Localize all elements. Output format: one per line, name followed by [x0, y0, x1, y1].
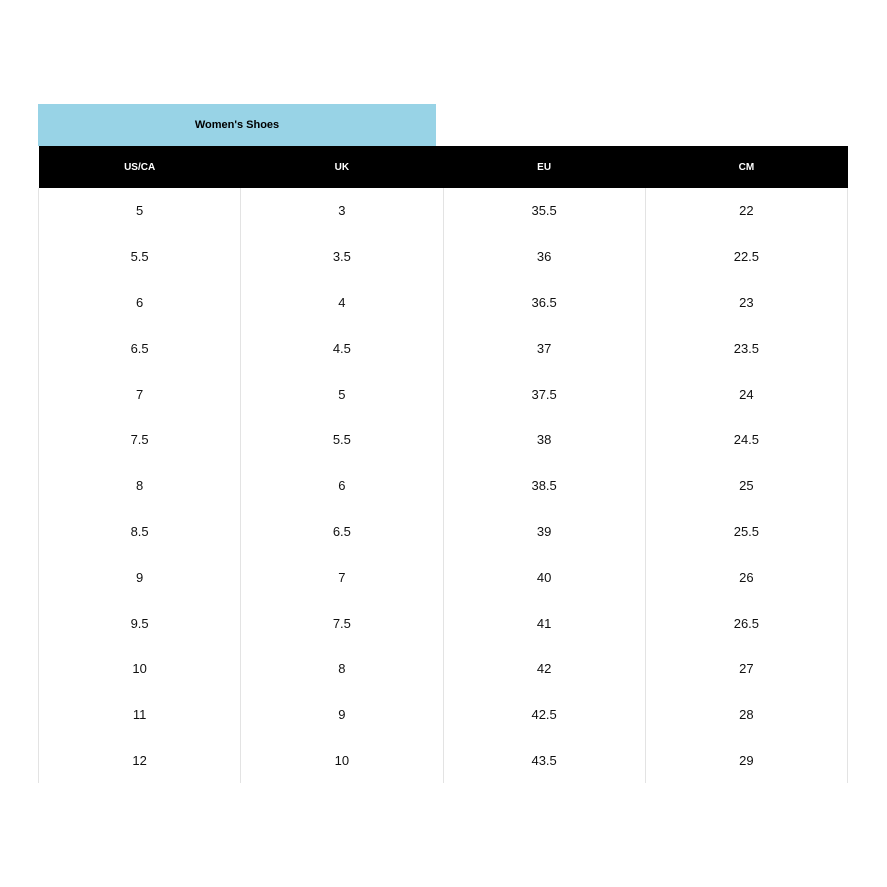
table-cell: 9.5 — [37, 600, 242, 646]
table-cell: 7 — [37, 371, 242, 417]
column-header: CM — [645, 146, 848, 188]
table-cell: 24 — [644, 371, 849, 417]
table-cell: 8 — [240, 645, 444, 692]
table-row: 11 9 42.5 28 — [37, 691, 849, 738]
table-cell: 43.5 — [442, 737, 646, 784]
table-row: 6.5 4.5 37 23.5 — [37, 325, 849, 372]
table-row: 5 3 35.5 22 — [37, 188, 849, 234]
table-cell: 11 — [37, 691, 242, 738]
table-row: 12 10 43.5 29 — [37, 737, 849, 784]
table-cell: 39 — [442, 508, 646, 555]
table-cell: 36 — [442, 233, 646, 280]
table-cell: 6 — [240, 462, 444, 509]
table-row: 8 6 38.5 25 — [37, 462, 849, 509]
table-cell: 26.5 — [644, 600, 849, 646]
table-row: 7 5 37.5 24 — [37, 371, 849, 417]
table-cell: 10 — [240, 737, 444, 784]
table-cell: 6.5 — [240, 508, 444, 555]
table-cell: 6.5 — [37, 325, 242, 372]
table-cell: 5.5 — [37, 233, 242, 280]
table-cell: 10 — [37, 645, 242, 692]
table-cell: 22 — [644, 188, 849, 234]
table-row: 9 7 40 26 — [37, 554, 849, 601]
table-cell: 26 — [644, 554, 849, 601]
table-row: 10 8 42 27 — [37, 645, 849, 692]
table-cell: 8.5 — [37, 508, 242, 555]
table-cell: 3 — [240, 188, 444, 234]
table-cell: 41 — [442, 600, 646, 646]
table-cell: 40 — [442, 554, 646, 601]
header-row: US/CA UK EU CM — [38, 146, 848, 188]
table-cell: 29 — [644, 737, 849, 784]
size-chart-table: US/CA UK EU CM 5 3 35.5 22 5.5 3.5 36 22.5 6 4 36.5 23… — [37, 146, 849, 784]
table-cell: 36.5 — [442, 279, 646, 326]
table-cell: 38 — [442, 416, 646, 463]
table-cell: 38.5 — [442, 462, 646, 509]
table-row: 5.5 3.5 36 22.5 — [37, 233, 849, 280]
table-body: 5 3 35.5 22 5.5 3.5 36 22.5 6 4 36.5 23 6.5 4.5 37 23.5… — [37, 188, 849, 784]
column-header: EU — [443, 146, 646, 188]
table-row: 7.5 5.5 38 24.5 — [37, 416, 849, 463]
column-header: UK — [240, 146, 443, 188]
table-cell: 5 — [240, 371, 444, 417]
column-header: US/CA — [38, 146, 241, 188]
table-row: 9.5 7.5 41 26.5 — [37, 600, 849, 646]
table-cell: 27 — [644, 645, 849, 692]
table-cell: 28 — [644, 691, 849, 738]
table-cell: 4.5 — [240, 325, 444, 372]
table-cell: 35.5 — [442, 188, 646, 234]
table-cell: 7 — [240, 554, 444, 601]
table-cell: 3.5 — [240, 233, 444, 280]
table-cell: 8 — [37, 462, 242, 509]
table-cell: 37 — [442, 325, 646, 372]
size-chart-title: Women's Shoes — [38, 104, 436, 146]
table-cell: 25 — [644, 462, 849, 509]
table-cell: 25.5 — [644, 508, 849, 555]
table-row: 8.5 6.5 39 25.5 — [37, 508, 849, 555]
table-cell: 23 — [644, 279, 849, 326]
table-cell: 37.5 — [442, 371, 646, 417]
table-cell: 24.5 — [644, 416, 849, 463]
table-cell: 42.5 — [442, 691, 646, 738]
table-cell: 23.5 — [644, 325, 849, 372]
table-row: 6 4 36.5 23 — [37, 279, 849, 326]
table-cell: 4 — [240, 279, 444, 326]
table-cell: 9 — [37, 554, 242, 601]
table-cell: 12 — [37, 737, 242, 784]
table-cell: 7.5 — [37, 416, 242, 463]
table-cell: 7.5 — [240, 600, 444, 646]
table-cell: 5.5 — [240, 416, 444, 463]
table-cell: 22.5 — [644, 233, 849, 280]
table-cell: 5 — [37, 188, 242, 234]
table-cell: 6 — [37, 279, 242, 326]
table-cell: 42 — [442, 645, 646, 692]
table-cell: 9 — [240, 691, 444, 738]
